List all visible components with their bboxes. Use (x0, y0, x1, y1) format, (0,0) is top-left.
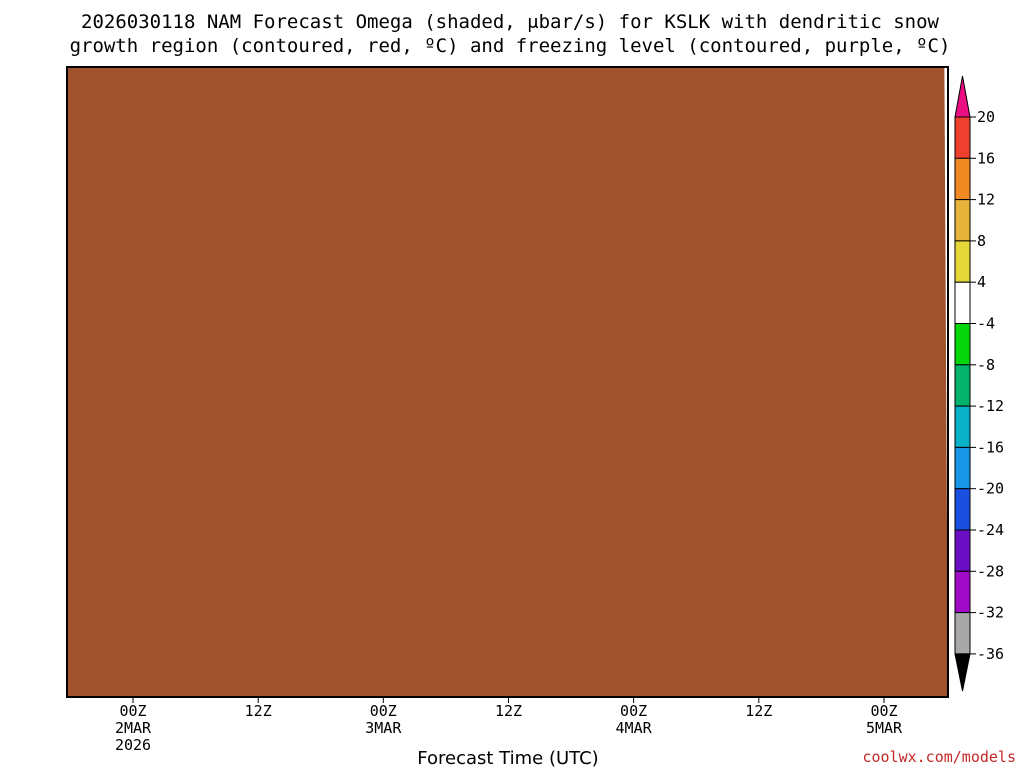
colorbar-label: -12 (977, 397, 1004, 415)
colorbar-label: 12 (977, 191, 995, 209)
colorbar-label: 16 (977, 149, 995, 167)
colorbar-box (954, 281, 971, 325)
colorbar-top-arrow (954, 75, 971, 118)
colorbar-label: 20 (977, 108, 995, 126)
x-tick-label: 00Z (620, 702, 647, 720)
colorbar-box (954, 405, 971, 448)
colorbar-label: -24 (977, 521, 1004, 539)
colorbar: 20 16 12 8 4 -4 -8 -12 -16 -20 -24 -28 -32 -36 (954, 75, 1004, 692)
terrain (67, 67, 948, 697)
terrain-fill (67, 67, 948, 697)
colorbar-box (954, 364, 971, 407)
x-tick-label: 12Z (245, 702, 272, 720)
colorbar-bottom-arrow (954, 653, 971, 692)
colorbar-label: -16 (977, 438, 1004, 456)
colorbar-box (954, 529, 971, 572)
chart-title: 2026030118 NAM Forecast Omega (shaded, μ… (70, 11, 951, 57)
colorbar-box (954, 116, 971, 159)
x-tick-label: 5MAR (866, 719, 903, 737)
x-tick-label: 2026 (115, 736, 151, 754)
x-tick-label: 3MAR (365, 719, 402, 737)
colorbar-label: -8 (977, 356, 995, 374)
colorbar-box (954, 570, 971, 614)
x-tick-label: 00Z (370, 702, 397, 720)
colorbar-box (954, 488, 971, 531)
chart-title-line-1: 2026030118 NAM Forecast Omega (shaded, μ… (81, 11, 939, 33)
colorbar-label: -4 (977, 315, 995, 333)
chart-title-line-2: growth region (contoured, red, ºC) and f… (70, 35, 951, 57)
x-tick-label: 00Z (870, 702, 897, 720)
colorbar-label: -32 (977, 604, 1004, 622)
colorbar-label: 4 (977, 273, 986, 291)
colorbar-box (954, 446, 971, 490)
colorbar-label: 8 (977, 232, 986, 250)
x-tick-label: 2MAR (115, 719, 152, 737)
plot-frame (66, 66, 949, 698)
x-axis-label: Forecast Time (UTC) (417, 748, 598, 768)
colorbar-label: -20 (977, 480, 1004, 498)
x-tick-label: 12Z (745, 702, 772, 720)
colorbar-label: -28 (977, 562, 1004, 580)
x-tick-label: 4MAR (616, 719, 653, 737)
x-tick-label: 12Z (495, 702, 522, 720)
colorbar-box (954, 199, 971, 242)
x-tick-label: 00Z (119, 702, 146, 720)
colorbar-box (954, 612, 971, 655)
colorbar-box (954, 157, 971, 201)
colorbar-label: -36 (977, 645, 1004, 663)
credit-text: coolwx.com/models (862, 748, 1016, 766)
colorbar-box (954, 240, 971, 283)
colorbar-box (954, 323, 971, 366)
